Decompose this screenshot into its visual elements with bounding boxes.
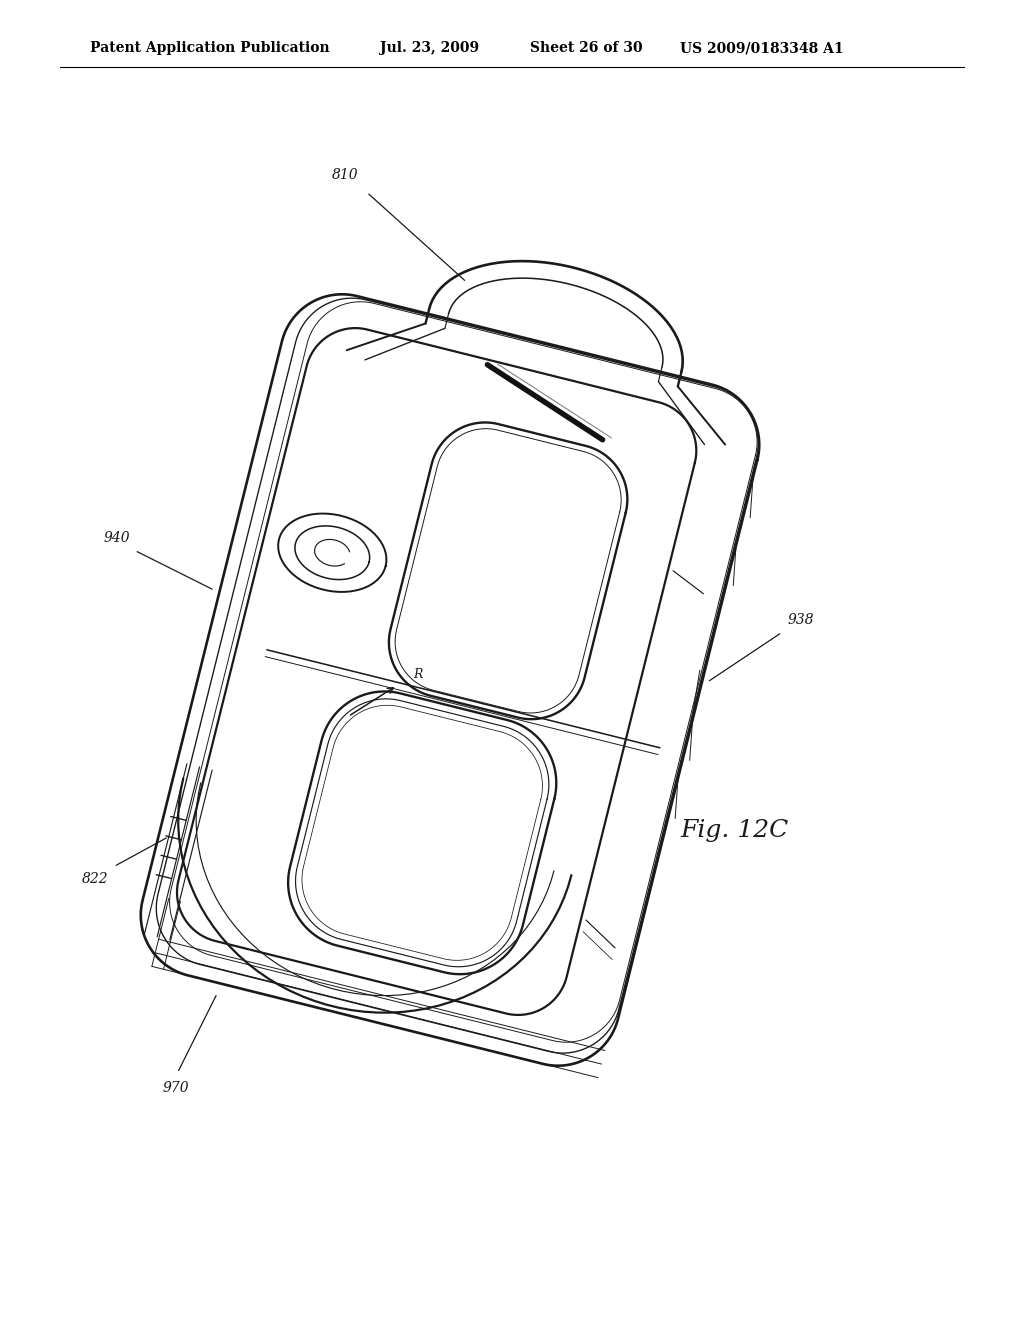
Text: Fig. 12C: Fig. 12C <box>680 818 788 842</box>
Text: 938: 938 <box>787 614 814 627</box>
Text: 822: 822 <box>82 871 109 886</box>
Text: Sheet 26 of 30: Sheet 26 of 30 <box>530 41 643 55</box>
Text: 970: 970 <box>162 1081 188 1096</box>
Text: R: R <box>414 668 423 681</box>
Text: Jul. 23, 2009: Jul. 23, 2009 <box>380 41 479 55</box>
Text: US 2009/0183348 A1: US 2009/0183348 A1 <box>680 41 844 55</box>
Text: 940: 940 <box>103 532 130 545</box>
Text: Patent Application Publication: Patent Application Publication <box>90 41 330 55</box>
Text: 810: 810 <box>332 168 358 182</box>
